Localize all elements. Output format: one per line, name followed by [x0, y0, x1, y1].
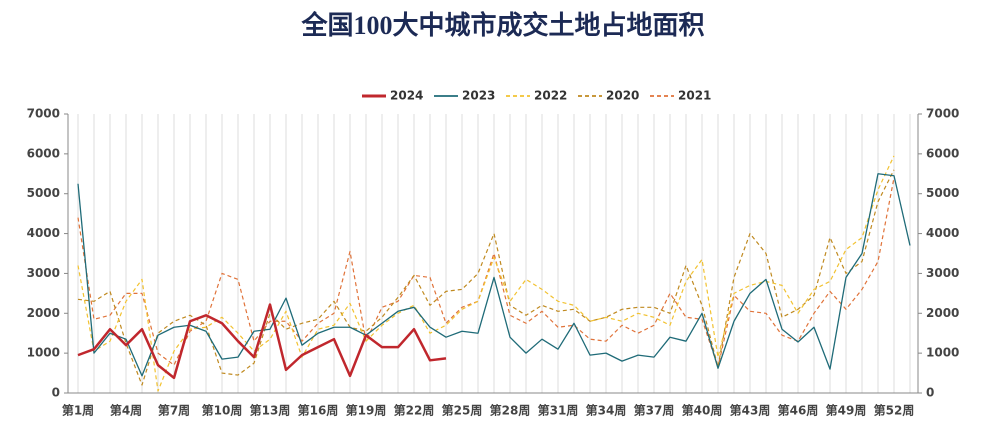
y-tick-label: 3000 — [27, 266, 60, 280]
x-tick-label: 第13周 — [250, 403, 291, 418]
legend-label: 2021 — [678, 89, 711, 103]
x-tick-label: 第49周 — [826, 403, 867, 418]
x-tick-label: 第52周 — [874, 403, 915, 418]
y2-tick-label: 1000 — [926, 346, 959, 360]
y-tick-label: 0 — [52, 386, 60, 400]
chart-title: 全国100大中城市成交土地占地面积 — [300, 10, 704, 40]
y2-tick-label: 3000 — [926, 266, 959, 280]
x-tick-label: 第40周 — [682, 403, 723, 418]
x-tick-label: 第1周 — [62, 403, 94, 418]
x-tick-label: 第4周 — [110, 403, 142, 418]
series-line — [77, 177, 895, 368]
y2-tick-label: 2000 — [926, 306, 959, 320]
series-line — [77, 169, 895, 386]
x-tick-label: 第16周 — [298, 403, 339, 418]
y-tick-label: 4000 — [27, 226, 60, 240]
legend-label: 2023 — [462, 89, 495, 103]
series-line — [77, 173, 911, 377]
x-tick-label: 第19周 — [346, 403, 387, 418]
series-line — [77, 303, 447, 380]
legend-label: 2024 — [390, 89, 423, 103]
y-tick-label: 2000 — [27, 306, 60, 320]
x-tick-label: 第10周 — [202, 403, 243, 418]
x-tick-label: 第31周 — [538, 403, 579, 418]
x-tick-label: 第37周 — [634, 403, 675, 418]
y-tick-label: 1000 — [27, 346, 60, 360]
x-tick-label: 第7周 — [158, 403, 190, 418]
y-tick-label: 5000 — [27, 186, 60, 200]
x-tick-label: 第25周 — [442, 403, 483, 418]
y2-tick-label: 5000 — [926, 186, 959, 200]
legend-label: 2022 — [534, 89, 567, 103]
x-tick-label: 第46周 — [778, 403, 819, 418]
x-tick-label: 第43周 — [730, 403, 771, 418]
x-tick-label: 第34周 — [586, 403, 627, 418]
y2-tick-label: 4000 — [926, 226, 959, 240]
legend-label: 2020 — [606, 89, 639, 103]
y2-tick-label: 7000 — [926, 107, 959, 121]
x-tick-label: 第22周 — [394, 403, 435, 418]
x-tick-label: 第28周 — [490, 403, 531, 418]
y2-tick-label: 0 — [926, 386, 934, 400]
y-tick-label: 6000 — [27, 146, 60, 160]
y-tick-label: 7000 — [27, 107, 60, 121]
y2-tick-label: 6000 — [926, 146, 959, 160]
